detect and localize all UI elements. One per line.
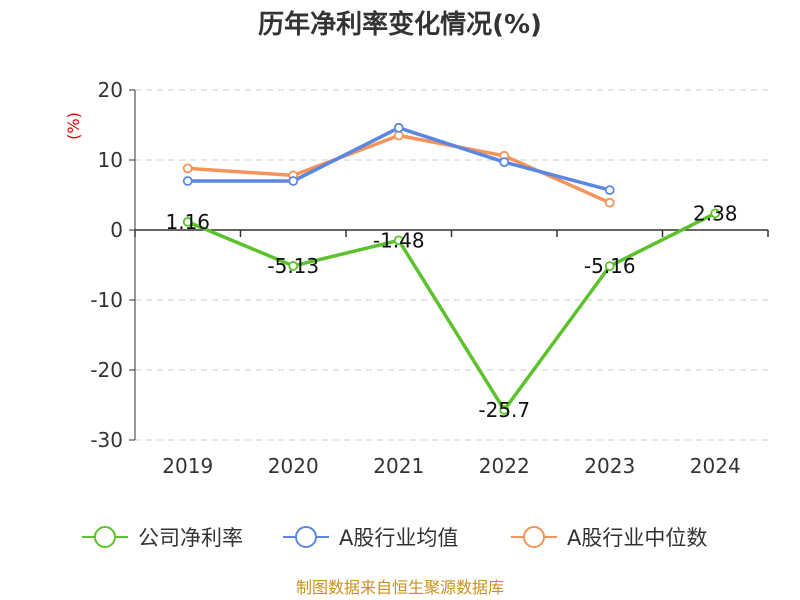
data-label: 2.38 — [693, 201, 738, 225]
data-point — [393, 235, 404, 246]
x-tick-label: 2022 — [479, 454, 530, 478]
data-point — [499, 404, 510, 415]
data-source-note: 制图数据来自恒生聚源数据库 — [296, 578, 504, 597]
data-point — [604, 261, 615, 272]
data-point — [393, 122, 404, 133]
y-tick-label: 10 — [98, 148, 123, 172]
data-label: -1.48 — [373, 228, 425, 252]
legend-label: 公司净利率 — [138, 526, 243, 550]
y-tick-label: -20 — [90, 358, 123, 382]
y-tick-label: 20 — [98, 78, 123, 102]
data-label: -5.13 — [267, 254, 319, 278]
data-point — [288, 176, 299, 186]
y-tick-label: -10 — [90, 288, 123, 312]
x-tick-label: 2019 — [162, 454, 213, 478]
series-line-2 — [187, 133, 611, 205]
x-tick-label: 2020 — [268, 454, 319, 478]
x-tick-label: 2024 — [690, 454, 741, 478]
series-line-0 — [187, 211, 717, 412]
legend-label: A股行业中位数 — [567, 526, 707, 550]
data-point — [288, 261, 299, 271]
x-tick-label: 2023 — [584, 454, 635, 478]
data-label: 1.16 — [165, 210, 210, 234]
y-tick-label: -30 — [90, 428, 123, 452]
data-point — [182, 176, 193, 186]
data-label: -25.7 — [478, 398, 530, 422]
data-point — [604, 185, 615, 196]
data-point — [710, 208, 721, 219]
y-tick-label: 0 — [110, 218, 123, 242]
legend-marker — [295, 526, 317, 548]
data-point — [499, 157, 510, 168]
data-point — [604, 197, 615, 208]
y-axis-unit: (%) — [64, 112, 83, 140]
legend-label: A股行业均值 — [339, 526, 458, 550]
x-tick-label: 2021 — [373, 454, 424, 478]
legend-marker — [523, 526, 545, 548]
data-point — [182, 216, 193, 227]
data-label: -5.16 — [584, 254, 636, 278]
data-point — [182, 163, 193, 174]
legend-marker — [94, 526, 116, 548]
chart-title: 历年净利率变化情况(%) — [258, 9, 542, 40]
